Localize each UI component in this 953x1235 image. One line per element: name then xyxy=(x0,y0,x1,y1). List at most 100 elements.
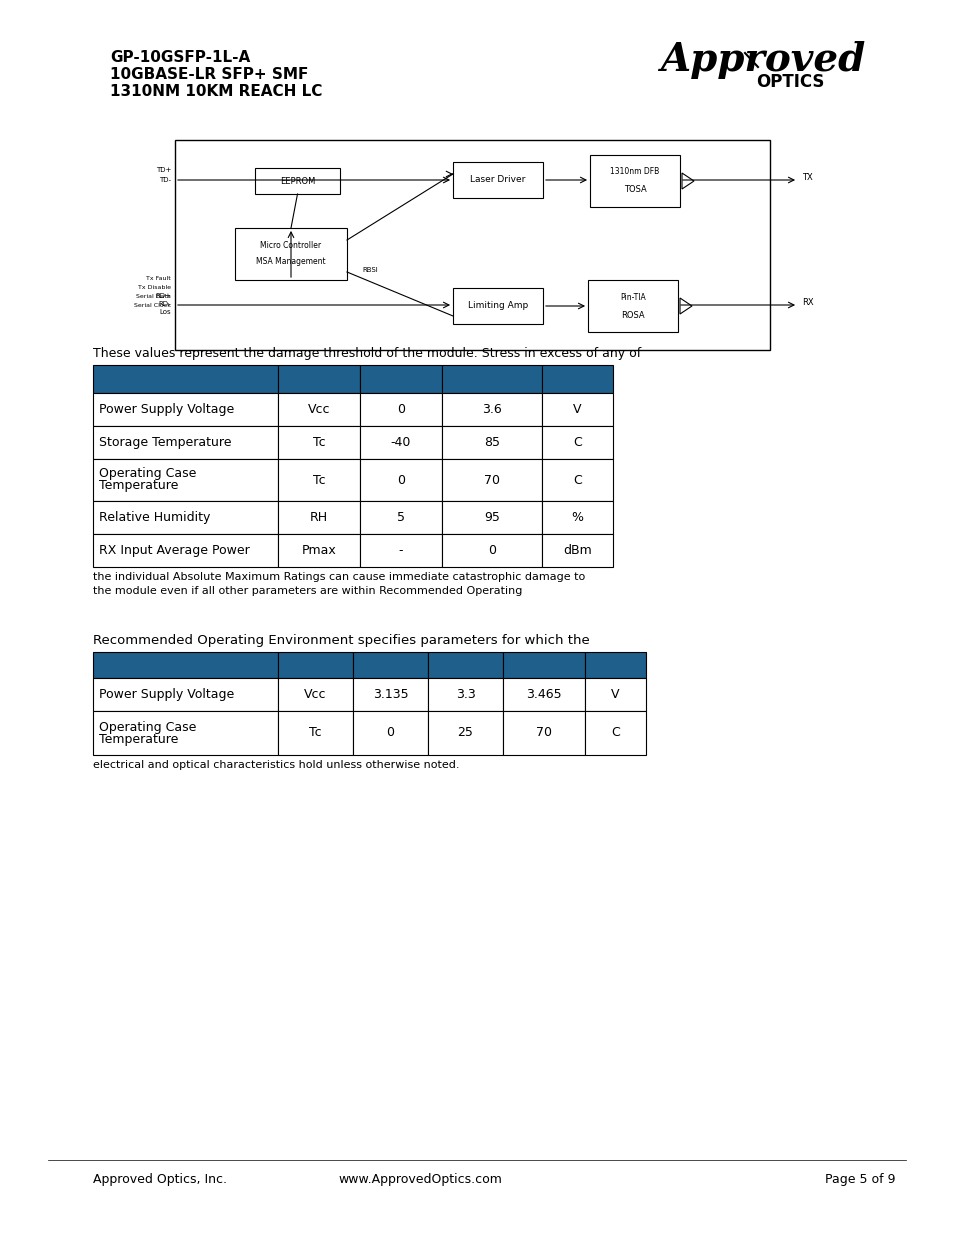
Text: RX Input Average Power: RX Input Average Power xyxy=(99,543,250,557)
Bar xyxy=(277,501,359,534)
Bar xyxy=(277,678,353,711)
Bar xyxy=(584,678,645,711)
Bar xyxy=(359,426,441,459)
Text: -: - xyxy=(398,543,403,557)
Text: 3.465: 3.465 xyxy=(526,688,561,701)
Text: TD+: TD+ xyxy=(155,167,171,173)
Text: Pin-TIA: Pin-TIA xyxy=(619,293,645,301)
Bar xyxy=(353,678,428,711)
Text: Pmax: Pmax xyxy=(301,543,336,557)
Text: Page 5 of 9: Page 5 of 9 xyxy=(824,1173,894,1187)
Bar xyxy=(428,711,502,755)
Bar xyxy=(353,652,428,678)
Text: electrical and optical characteristics hold unless otherwise noted.: electrical and optical characteristics h… xyxy=(92,760,459,769)
Text: Serial Clock: Serial Clock xyxy=(133,303,171,308)
Bar xyxy=(254,168,339,194)
Text: Micro Controller: Micro Controller xyxy=(260,242,321,251)
Bar xyxy=(277,711,353,755)
Text: 70: 70 xyxy=(483,473,499,487)
Text: www.ApprovedOptics.com: www.ApprovedOptics.com xyxy=(337,1173,501,1187)
Text: TOSA: TOSA xyxy=(623,185,646,194)
Text: Relative Humidity: Relative Humidity xyxy=(99,511,211,524)
Text: Tc: Tc xyxy=(313,436,325,450)
Text: Tx Disable: Tx Disable xyxy=(138,285,171,290)
Text: 3.135: 3.135 xyxy=(373,688,408,701)
Text: Recommended Operating Environment specifies parameters for which the: Recommended Operating Environment specif… xyxy=(92,634,589,647)
Bar xyxy=(441,501,541,534)
Text: Operating Case: Operating Case xyxy=(99,468,196,480)
Text: Limiting Amp: Limiting Amp xyxy=(467,301,528,310)
Text: 0: 0 xyxy=(488,543,496,557)
Text: the module even if all other parameters are within Recommended Operating: the module even if all other parameters … xyxy=(92,585,522,597)
Bar xyxy=(541,393,613,426)
Bar xyxy=(453,162,542,198)
Text: 95: 95 xyxy=(483,511,499,524)
Text: Tx Fault: Tx Fault xyxy=(146,275,171,282)
Bar xyxy=(453,288,542,324)
Bar xyxy=(277,426,359,459)
Text: RD+: RD+ xyxy=(155,293,171,299)
Bar xyxy=(541,501,613,534)
Text: ROSA: ROSA xyxy=(620,310,644,320)
Text: 0: 0 xyxy=(386,726,395,740)
Text: Approved Optics, Inc.: Approved Optics, Inc. xyxy=(92,1173,227,1187)
Text: Power Supply Voltage: Power Supply Voltage xyxy=(99,688,234,701)
Text: Los: Los xyxy=(159,309,171,315)
Text: 25: 25 xyxy=(457,726,473,740)
Text: 0: 0 xyxy=(396,473,405,487)
Text: OPTICS: OPTICS xyxy=(755,73,823,91)
Text: Storage Temperature: Storage Temperature xyxy=(99,436,232,450)
Text: Tc: Tc xyxy=(313,473,325,487)
Text: %: % xyxy=(571,511,583,524)
Bar xyxy=(584,652,645,678)
Text: TD-: TD- xyxy=(159,177,171,183)
Text: RD-: RD- xyxy=(158,301,171,308)
Bar xyxy=(441,426,541,459)
Bar xyxy=(541,534,613,567)
Bar xyxy=(587,280,678,332)
Text: Temperature: Temperature xyxy=(99,732,178,746)
Text: C: C xyxy=(573,436,581,450)
Bar xyxy=(441,534,541,567)
Bar xyxy=(353,711,428,755)
Text: TX: TX xyxy=(801,173,812,182)
Bar xyxy=(174,140,769,350)
Text: C: C xyxy=(611,726,619,740)
Text: These values represent the damage threshold of the module. Stress in excess of a: These values represent the damage thresh… xyxy=(92,347,640,359)
Text: Laser Driver: Laser Driver xyxy=(470,175,525,184)
Text: the individual Absolute Maximum Ratings can cause immediate catastrophic damage : the individual Absolute Maximum Ratings … xyxy=(92,572,584,582)
Bar xyxy=(359,534,441,567)
Bar xyxy=(277,393,359,426)
Bar xyxy=(502,678,584,711)
Text: 10GBASE-LR SFP+ SMF: 10GBASE-LR SFP+ SMF xyxy=(110,67,308,82)
Text: V: V xyxy=(611,688,619,701)
Bar xyxy=(277,534,359,567)
Bar xyxy=(92,534,277,567)
Bar xyxy=(277,652,353,678)
Bar xyxy=(541,459,613,501)
Bar xyxy=(441,393,541,426)
Text: 5: 5 xyxy=(396,511,405,524)
Bar xyxy=(428,678,502,711)
Text: Vcc: Vcc xyxy=(304,688,327,701)
Bar xyxy=(502,711,584,755)
Text: Approved: Approved xyxy=(659,41,864,79)
Bar xyxy=(428,652,502,678)
Polygon shape xyxy=(681,173,693,189)
Bar xyxy=(277,459,359,501)
Bar xyxy=(359,393,441,426)
Bar xyxy=(589,156,679,207)
Bar xyxy=(541,366,613,393)
Bar xyxy=(92,678,277,711)
Bar xyxy=(584,711,645,755)
Text: 70: 70 xyxy=(536,726,552,740)
Bar xyxy=(441,366,541,393)
Bar xyxy=(92,393,277,426)
Bar xyxy=(359,501,441,534)
Bar xyxy=(234,228,347,280)
Polygon shape xyxy=(679,298,691,314)
Bar xyxy=(359,366,441,393)
Bar xyxy=(92,711,277,755)
Text: -40: -40 xyxy=(391,436,411,450)
Text: 0: 0 xyxy=(396,403,405,416)
